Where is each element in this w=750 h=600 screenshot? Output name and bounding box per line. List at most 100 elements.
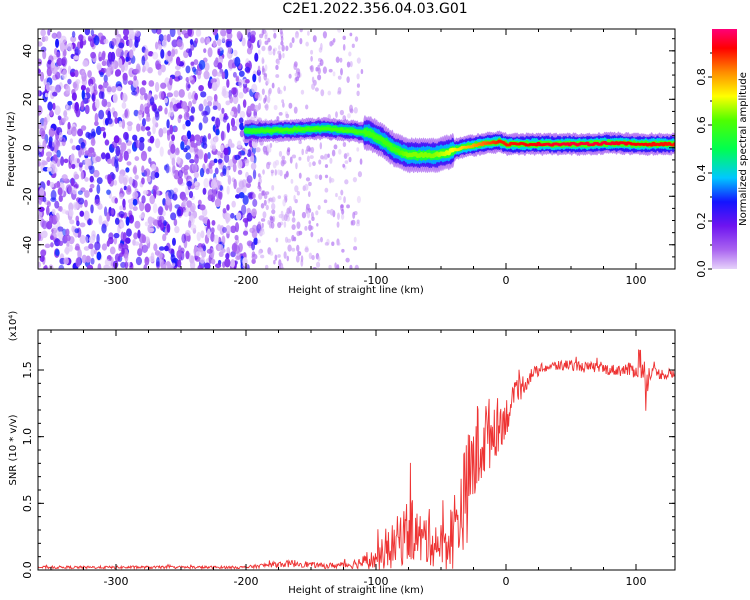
- noise-blob: [128, 214, 135, 224]
- noise-blob: [273, 104, 278, 111]
- noise-blob: [118, 211, 125, 218]
- noise-blob: [357, 171, 363, 178]
- noise-blob: [291, 37, 295, 44]
- noise-blob: [218, 251, 224, 258]
- noise-blob: [295, 162, 298, 170]
- noise-blob: [94, 121, 99, 127]
- noise-blob: [260, 230, 265, 236]
- noise-blob: [268, 50, 273, 56]
- noise-blob: [141, 177, 145, 185]
- noise-blob: [234, 56, 241, 67]
- noise-blob: [207, 133, 212, 140]
- noise-blob: [166, 33, 171, 43]
- noise-blob: [356, 195, 361, 204]
- noise-blob: [177, 75, 183, 81]
- noise-blob: [144, 92, 148, 101]
- noise-blob: [248, 193, 254, 200]
- noise-blob: [145, 116, 151, 122]
- y-tick-label: 0.0: [21, 561, 34, 579]
- noise-blob: [38, 261, 42, 268]
- noise-blob: [249, 155, 255, 163]
- noise-blob: [147, 146, 152, 152]
- noise-blob: [80, 125, 87, 131]
- noise-blob: [169, 29, 176, 38]
- noise-blob: [178, 88, 185, 98]
- noise-blob: [281, 99, 285, 104]
- noise-blob: [221, 71, 226, 80]
- noise-blob: [52, 91, 58, 97]
- noise-blob: [296, 230, 301, 237]
- noise-blob: [122, 174, 129, 184]
- noise-blob: [77, 190, 83, 195]
- noise-blob: [170, 212, 177, 221]
- noise-blob: [172, 164, 176, 174]
- colorbar: [712, 29, 737, 269]
- noise-blob: [147, 227, 155, 233]
- noise-blob: [112, 93, 118, 104]
- noise-blob: [174, 148, 180, 156]
- noise-blob: [342, 163, 346, 168]
- noise-blob: [317, 74, 322, 81]
- noise-blob: [236, 212, 242, 221]
- noise-blob: [126, 121, 133, 127]
- noise-blob: [267, 46, 271, 52]
- noise-blob: [225, 100, 231, 106]
- noise-blob: [129, 49, 134, 59]
- noise-blob: [153, 243, 158, 252]
- noise-blob: [90, 138, 96, 146]
- noise-blob: [65, 84, 71, 95]
- noise-blob: [299, 37, 303, 45]
- noise-blob: [322, 31, 327, 39]
- noise-blob: [118, 42, 125, 49]
- noise-blob: [292, 209, 296, 217]
- noise-blob: [54, 200, 60, 209]
- noise-blob: [50, 146, 55, 152]
- y-tick-label: 0: [21, 144, 34, 151]
- noise-blob: [305, 177, 311, 182]
- noise-blob: [67, 121, 71, 130]
- noise-blob: [95, 156, 101, 163]
- noise-blob: [195, 29, 202, 37]
- noise-blob: [261, 190, 266, 196]
- noise-blob: [102, 80, 109, 89]
- noise-blob: [279, 262, 284, 269]
- noise-blob: [251, 241, 256, 251]
- noise-blob: [210, 78, 214, 84]
- noise-blob: [311, 255, 315, 261]
- noise-blob: [221, 34, 226, 43]
- noise-blob: [189, 38, 194, 46]
- noise-blob: [203, 178, 210, 188]
- noise-blob: [65, 228, 70, 237]
- noise-blob: [231, 125, 238, 132]
- noise-blob: [189, 158, 195, 164]
- noise-blob: [199, 257, 205, 264]
- noise-blob: [136, 123, 141, 132]
- noise-blob: [245, 78, 250, 84]
- noise-blob: [136, 139, 141, 149]
- noise-blob: [39, 71, 45, 82]
- noise-blob: [338, 149, 342, 155]
- noise-blob: [163, 34, 168, 42]
- ridge-mark: [388, 143, 393, 148]
- noise-blob: [122, 72, 128, 81]
- noise-blob: [238, 91, 244, 99]
- noise-blob: [278, 150, 283, 157]
- noise-blob: [61, 209, 67, 214]
- noise-blob: [198, 59, 206, 70]
- noise-blob: [207, 100, 213, 107]
- noise-blob: [171, 134, 175, 142]
- noise-blob: [212, 105, 218, 111]
- noise-blob: [299, 29, 303, 33]
- noise-blob: [309, 155, 314, 160]
- noise-blob: [283, 85, 287, 92]
- noise-blob: [260, 254, 265, 259]
- noise-blob: [318, 174, 323, 181]
- noise-blob: [253, 237, 258, 245]
- noise-blob: [121, 92, 128, 103]
- noise-blob: [274, 169, 278, 176]
- noise-blob: [319, 59, 324, 67]
- noise-blob: [80, 141, 86, 149]
- noise-blob: [226, 122, 230, 133]
- noise-blob: [252, 169, 257, 180]
- noise-blob: [98, 91, 104, 99]
